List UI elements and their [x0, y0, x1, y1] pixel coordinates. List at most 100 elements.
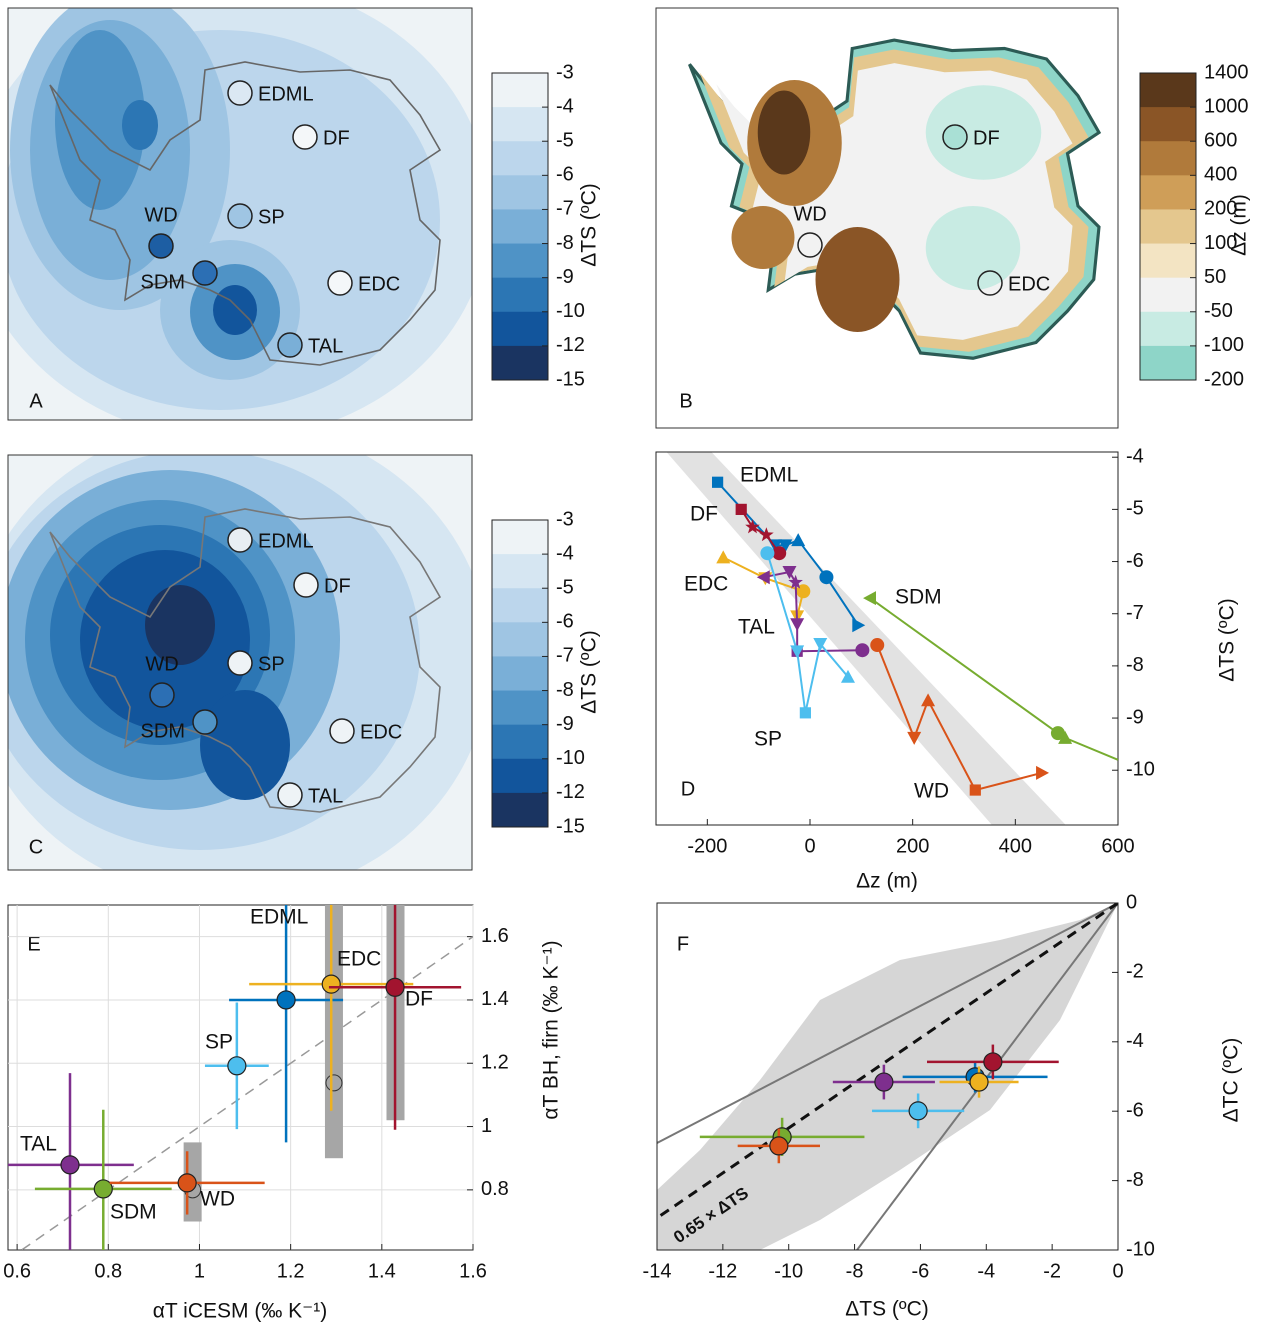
y-tick-label: 1.2 [481, 1052, 509, 1074]
colorbar-band [492, 277, 548, 313]
colorbar-band [1140, 73, 1196, 108]
data-point [93, 1179, 113, 1199]
panel-letter: F [677, 933, 689, 955]
data-point [874, 1072, 894, 1092]
colorbar-tick-label: -15 [556, 368, 585, 390]
y-tick-label: -9 [1126, 706, 1144, 728]
y-tick-label: -4 [1126, 445, 1144, 467]
data-point [863, 591, 877, 606]
series-label: EDML [740, 464, 798, 487]
data-point [712, 476, 724, 488]
series-label: DF [405, 988, 433, 1011]
colorbar-tick-label: -10 [556, 300, 585, 322]
data-point [921, 693, 936, 707]
plot-frame [656, 902, 1119, 1251]
data-point [819, 570, 834, 585]
site-label: DF [324, 575, 351, 597]
colorbar-tick-label: 100 [1204, 232, 1237, 254]
colorbar-tick-label: -7 [556, 645, 574, 667]
y-tick-label: 0 [1126, 891, 1137, 913]
colorbar-tick-label: -5 [556, 130, 574, 152]
x-tick-label: 600 [1101, 835, 1134, 857]
x-axis-label: ΔTS (ºC) [845, 1298, 929, 1321]
site-label: DF [973, 127, 1000, 149]
data-point [790, 618, 805, 632]
x-tick-label: 400 [999, 835, 1032, 857]
colorbar-band [1140, 243, 1196, 279]
site-marker [797, 232, 823, 258]
colorbar-frame [491, 519, 549, 828]
data-point [788, 574, 803, 589]
site-label: SDM [141, 271, 185, 293]
y-tick-label: -2 [1126, 961, 1144, 983]
data-point [1058, 730, 1073, 744]
site-marker [942, 124, 968, 150]
x-tick-label: -2 [1043, 1260, 1061, 1282]
panel-letter: B [679, 390, 692, 412]
data-point [855, 643, 870, 658]
x-tick-label: 0.8 [94, 1260, 122, 1282]
colorbar-band [492, 141, 548, 176]
colorbar-band [492, 311, 548, 347]
plot-area [712, 476, 1118, 796]
site-label: DF [323, 127, 350, 149]
x-tick-label: 1.2 [277, 1260, 305, 1282]
data-point [227, 1056, 247, 1076]
colorbar-tick-label: -200 [1204, 368, 1244, 390]
site-marker [227, 80, 253, 106]
series-label: EDML [250, 906, 308, 929]
series-label: TAL [738, 616, 775, 639]
y-tick-label: 1 [481, 1115, 492, 1137]
series-label: SDM [895, 586, 942, 609]
series-label: TAL [20, 1133, 57, 1156]
colorbar-band [492, 656, 548, 692]
reference-point [325, 1074, 343, 1092]
y-tick-label: 1.4 [481, 988, 509, 1010]
colorbar-band [1140, 209, 1196, 245]
map-c-frame [7, 454, 473, 871]
data-point [782, 566, 797, 579]
site-label: SP [258, 653, 285, 675]
panel-letter: C [29, 836, 43, 858]
data-point [60, 1155, 80, 1175]
colorbar-tick-label: -6 [556, 164, 574, 186]
data-point [321, 974, 341, 994]
colorbar-tick-label: -6 [556, 611, 574, 633]
colorbar-band [492, 175, 548, 210]
colorbar-band [1140, 141, 1196, 176]
colorbar-tick-label: -50 [1204, 300, 1233, 322]
x-tick-label: -200 [687, 835, 727, 857]
map-b-field [687, 38, 1101, 360]
site-label: WD [144, 204, 177, 226]
colorbar-band [492, 520, 548, 555]
x-tick-label: -14 [643, 1260, 672, 1282]
site-marker [192, 260, 218, 286]
y-tick-label: -5 [1126, 498, 1144, 520]
panel-letter: A [29, 390, 43, 412]
y-tick-label: -6 [1126, 550, 1144, 572]
colorbar-band [492, 588, 548, 623]
data-point [840, 669, 855, 683]
x-tick-label: 200 [896, 835, 929, 857]
colorbar-tick-label: -10 [556, 747, 585, 769]
site-label: EDML [258, 83, 314, 105]
site-marker [977, 270, 1003, 296]
site-marker [227, 527, 253, 553]
data-point [852, 618, 866, 633]
panel-letter: E [27, 933, 40, 955]
colorbar-tick-label: 1400 [1204, 61, 1249, 83]
site-label: EDC [360, 721, 402, 743]
y-axis-label: ΔTC (ºC) [1220, 1038, 1243, 1123]
x-tick-label: 1 [194, 1260, 205, 1282]
data-point [177, 1173, 197, 1193]
colorbar-band [1140, 107, 1196, 142]
colorbar-band [492, 107, 548, 142]
plot-area [8, 905, 473, 1250]
colorbar-tick-label: -12 [556, 334, 585, 356]
site-marker [329, 718, 355, 744]
colorbar-tick-label: -8 [556, 232, 574, 254]
colorbar-tick-label: -100 [1204, 334, 1244, 356]
data-point [772, 546, 787, 561]
